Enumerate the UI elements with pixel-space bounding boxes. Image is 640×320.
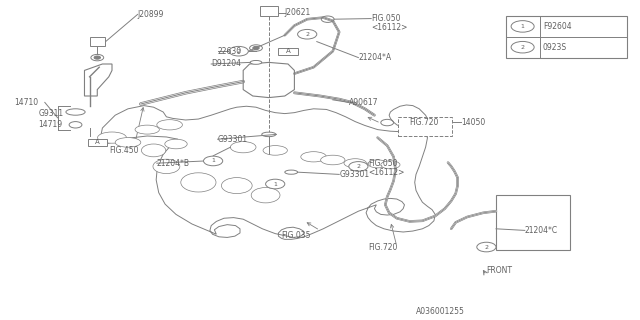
Circle shape bbox=[511, 42, 534, 53]
Text: FIG.450: FIG.450 bbox=[109, 146, 138, 155]
Text: F92604: F92604 bbox=[543, 22, 572, 31]
Ellipse shape bbox=[135, 125, 159, 134]
FancyBboxPatch shape bbox=[398, 117, 452, 136]
Text: 14050: 14050 bbox=[461, 118, 485, 127]
Text: 2: 2 bbox=[356, 164, 360, 169]
Ellipse shape bbox=[285, 170, 298, 174]
Circle shape bbox=[511, 20, 534, 32]
Circle shape bbox=[349, 162, 368, 171]
Text: J20899: J20899 bbox=[138, 10, 164, 19]
Text: A: A bbox=[95, 140, 100, 145]
Ellipse shape bbox=[141, 144, 166, 157]
Ellipse shape bbox=[230, 141, 256, 153]
FancyBboxPatch shape bbox=[506, 16, 627, 58]
Text: 14710: 14710 bbox=[14, 98, 38, 107]
Text: 21204*A: 21204*A bbox=[358, 53, 392, 62]
FancyBboxPatch shape bbox=[278, 48, 298, 54]
Ellipse shape bbox=[263, 146, 287, 155]
Text: FIG.035: FIG.035 bbox=[282, 231, 311, 240]
Text: FIG.720: FIG.720 bbox=[410, 118, 439, 127]
Circle shape bbox=[229, 46, 248, 56]
Text: G93301: G93301 bbox=[339, 170, 369, 179]
Circle shape bbox=[204, 156, 223, 166]
Text: <16112>: <16112> bbox=[371, 23, 408, 32]
Ellipse shape bbox=[181, 173, 216, 192]
Ellipse shape bbox=[97, 132, 127, 143]
FancyBboxPatch shape bbox=[496, 195, 570, 250]
FancyBboxPatch shape bbox=[260, 6, 278, 16]
Text: D91204: D91204 bbox=[211, 60, 241, 68]
Text: 22630: 22630 bbox=[218, 47, 242, 56]
Text: <16112>: <16112> bbox=[368, 168, 404, 177]
Ellipse shape bbox=[321, 155, 345, 165]
Text: 1: 1 bbox=[211, 158, 215, 164]
Circle shape bbox=[253, 46, 259, 50]
Text: J20621: J20621 bbox=[285, 8, 311, 17]
FancyBboxPatch shape bbox=[90, 37, 105, 46]
Ellipse shape bbox=[221, 178, 252, 194]
Ellipse shape bbox=[344, 159, 367, 168]
Text: 21204*B: 21204*B bbox=[157, 159, 190, 168]
Ellipse shape bbox=[262, 132, 276, 137]
Text: FIG.050: FIG.050 bbox=[368, 159, 397, 168]
Text: FRONT: FRONT bbox=[486, 266, 513, 275]
FancyBboxPatch shape bbox=[88, 139, 107, 146]
Ellipse shape bbox=[153, 159, 180, 173]
Circle shape bbox=[94, 56, 100, 59]
Text: G93301: G93301 bbox=[218, 135, 248, 144]
Text: FIG.050: FIG.050 bbox=[371, 14, 401, 23]
Ellipse shape bbox=[368, 160, 387, 168]
Text: 1: 1 bbox=[273, 181, 277, 187]
Text: 1: 1 bbox=[521, 24, 525, 29]
Ellipse shape bbox=[165, 139, 188, 149]
Text: 14719: 14719 bbox=[38, 120, 63, 129]
Text: 0923S: 0923S bbox=[543, 43, 567, 52]
Ellipse shape bbox=[115, 138, 141, 147]
Text: 2: 2 bbox=[305, 32, 309, 37]
Text: A: A bbox=[285, 48, 291, 54]
Ellipse shape bbox=[301, 152, 326, 162]
Text: 2: 2 bbox=[237, 49, 241, 54]
Ellipse shape bbox=[251, 188, 280, 203]
Text: A036001255: A036001255 bbox=[416, 307, 465, 316]
Text: FIG.720: FIG.720 bbox=[368, 243, 397, 252]
Ellipse shape bbox=[250, 60, 262, 64]
Text: G9311: G9311 bbox=[38, 109, 63, 118]
Ellipse shape bbox=[157, 120, 182, 130]
Ellipse shape bbox=[66, 109, 85, 115]
Circle shape bbox=[298, 29, 317, 39]
Text: A90617: A90617 bbox=[349, 98, 378, 107]
Circle shape bbox=[477, 242, 496, 252]
Text: 2: 2 bbox=[484, 244, 488, 250]
Circle shape bbox=[266, 179, 285, 189]
Ellipse shape bbox=[381, 161, 400, 169]
Text: 2: 2 bbox=[520, 45, 525, 50]
Text: 21204*C: 21204*C bbox=[525, 226, 558, 235]
